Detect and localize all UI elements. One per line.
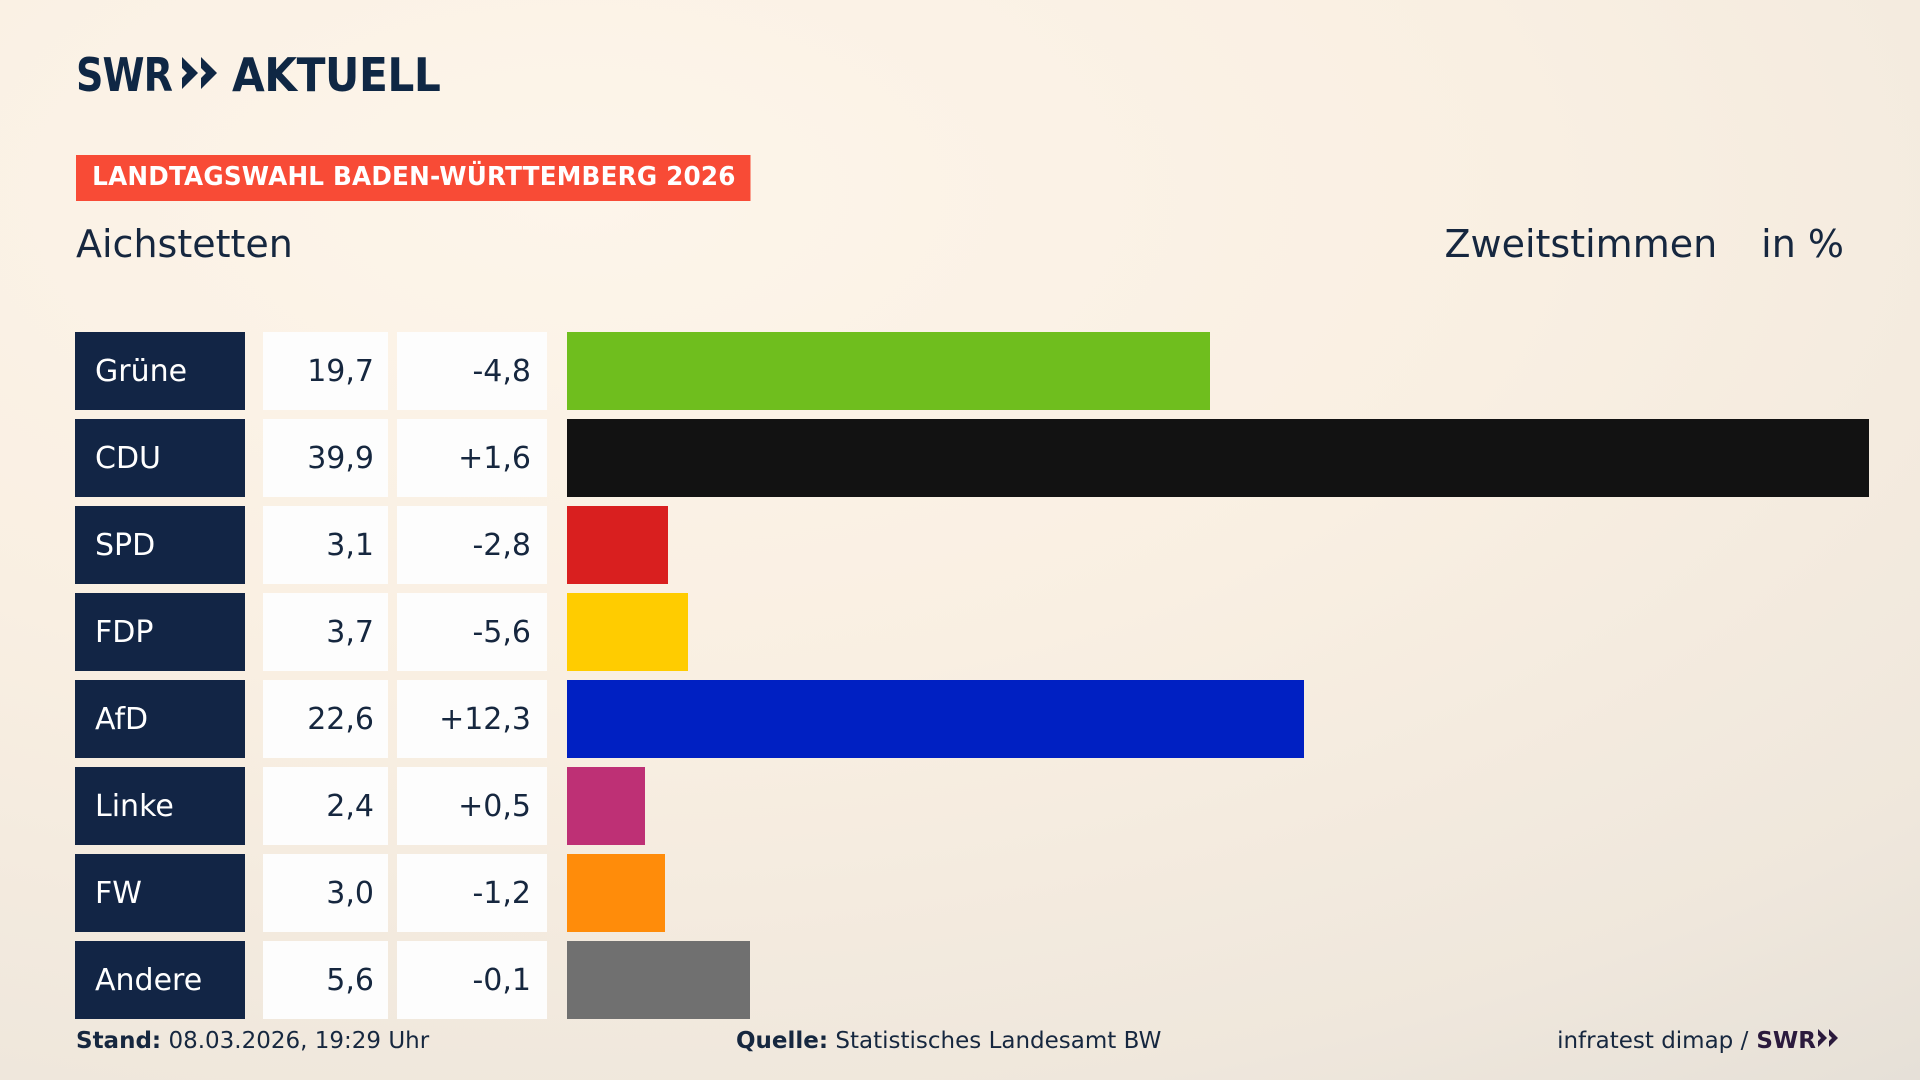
- stand-value: 08.03.2026, 19:29 Uhr: [168, 1028, 430, 1054]
- bar-track: [567, 419, 1870, 497]
- table-row: Linke 2,4 +0,5: [75, 767, 1870, 845]
- logo-swr-text: SWR: [76, 48, 173, 102]
- bar-track: [567, 941, 1870, 1019]
- credit-swr-text: SWR: [1756, 1028, 1816, 1054]
- party-result-value: 22,6: [263, 680, 388, 758]
- double-chevron-right-icon: [1818, 1028, 1844, 1048]
- quelle-value: Statistisches Landesamt BW: [835, 1028, 1162, 1054]
- swr-aktuell-logo: SWR AKTUELL: [76, 52, 459, 98]
- credit-agency: infratest dimap /: [1557, 1028, 1749, 1054]
- party-result-value: 5,6: [263, 941, 388, 1019]
- party-bar: [567, 941, 750, 1019]
- party-change-value: -4,8: [397, 332, 547, 410]
- party-change-value: +0,5: [397, 767, 547, 845]
- party-result-value: 2,4: [263, 767, 388, 845]
- party-bar: [567, 767, 646, 845]
- party-result-value: 19,7: [263, 332, 388, 410]
- bar-track: [567, 593, 1870, 671]
- results-bar-chart: Grüne 19,7 -4,8 CDU 39,9 +1,6 SPD 3,1 -2,8 FDP 3,7…: [75, 332, 1870, 1019]
- party-change-value: -2,8: [397, 506, 547, 584]
- table-row: Grüne 19,7 -4,8: [75, 332, 1870, 410]
- party-label: Linke: [75, 767, 245, 845]
- party-bar: [567, 332, 1210, 410]
- party-result-value: 3,1: [263, 506, 388, 584]
- party-label: SPD: [75, 506, 245, 584]
- bar-track: [567, 767, 1870, 845]
- party-bar: [567, 593, 688, 671]
- credit-swr-logo: SWR: [1756, 1028, 1844, 1054]
- table-row: FW 3,0 -1,2: [75, 854, 1870, 932]
- bar-track: [567, 854, 1870, 932]
- party-result-value: 3,7: [263, 593, 388, 671]
- party-change-value: +1,6: [397, 419, 547, 497]
- table-row: CDU 39,9 +1,6: [75, 419, 1870, 497]
- stand-info: Stand: 08.03.2026, 19:29 Uhr: [76, 1028, 429, 1054]
- stand-label: Stand:: [76, 1028, 162, 1054]
- source-info: Quelle: Statistisches Landesamt BW: [736, 1028, 1161, 1054]
- bar-track: [567, 332, 1870, 410]
- party-bar: [567, 680, 1305, 758]
- table-row: Andere 5,6 -0,1: [75, 941, 1870, 1019]
- vote-type-label: Zweitstimmen: [1444, 222, 1718, 266]
- footer: Stand: 08.03.2026, 19:29 Uhr Quelle: Sta…: [76, 1028, 1844, 1054]
- bar-track: [567, 680, 1870, 758]
- election-banner: LANDTAGSWAHL BADEN-WÜRTTEMBERG 2026: [76, 155, 751, 201]
- party-label: Andere: [75, 941, 245, 1019]
- party-change-value: -5,6: [397, 593, 547, 671]
- party-label: FDP: [75, 593, 245, 671]
- vote-type-group: Zweitstimmen in %: [1444, 222, 1844, 266]
- table-row: FDP 3,7 -5,6: [75, 593, 1870, 671]
- logo-aktuell-text: AKTUELL: [232, 48, 441, 102]
- region-name: Aichstetten: [76, 222, 293, 266]
- party-bar: [567, 506, 669, 584]
- credit-info: infratest dimap / SWR: [1557, 1028, 1844, 1054]
- party-bar: [567, 419, 1869, 497]
- brand-header: SWR AKTUELL: [76, 52, 459, 98]
- quelle-label: Quelle:: [736, 1028, 829, 1054]
- unit-label: in %: [1761, 222, 1844, 266]
- party-change-value: +12,3: [397, 680, 547, 758]
- party-change-value: -0,1: [397, 941, 547, 1019]
- party-label: Grüne: [75, 332, 245, 410]
- subheader-row: Aichstetten Zweitstimmen in %: [76, 222, 1844, 266]
- party-result-value: 39,9: [263, 419, 388, 497]
- table-row: SPD 3,1 -2,8: [75, 506, 1870, 584]
- party-result-value: 3,0: [263, 854, 388, 932]
- table-row: AfD 22,6 +12,3: [75, 680, 1870, 758]
- bar-track: [567, 506, 1870, 584]
- party-change-value: -1,2: [397, 854, 547, 932]
- party-label: AfD: [75, 680, 245, 758]
- party-label: CDU: [75, 419, 245, 497]
- party-label: FW: [75, 854, 245, 932]
- party-bar: [567, 854, 665, 932]
- double-chevron-right-icon: [182, 55, 228, 91]
